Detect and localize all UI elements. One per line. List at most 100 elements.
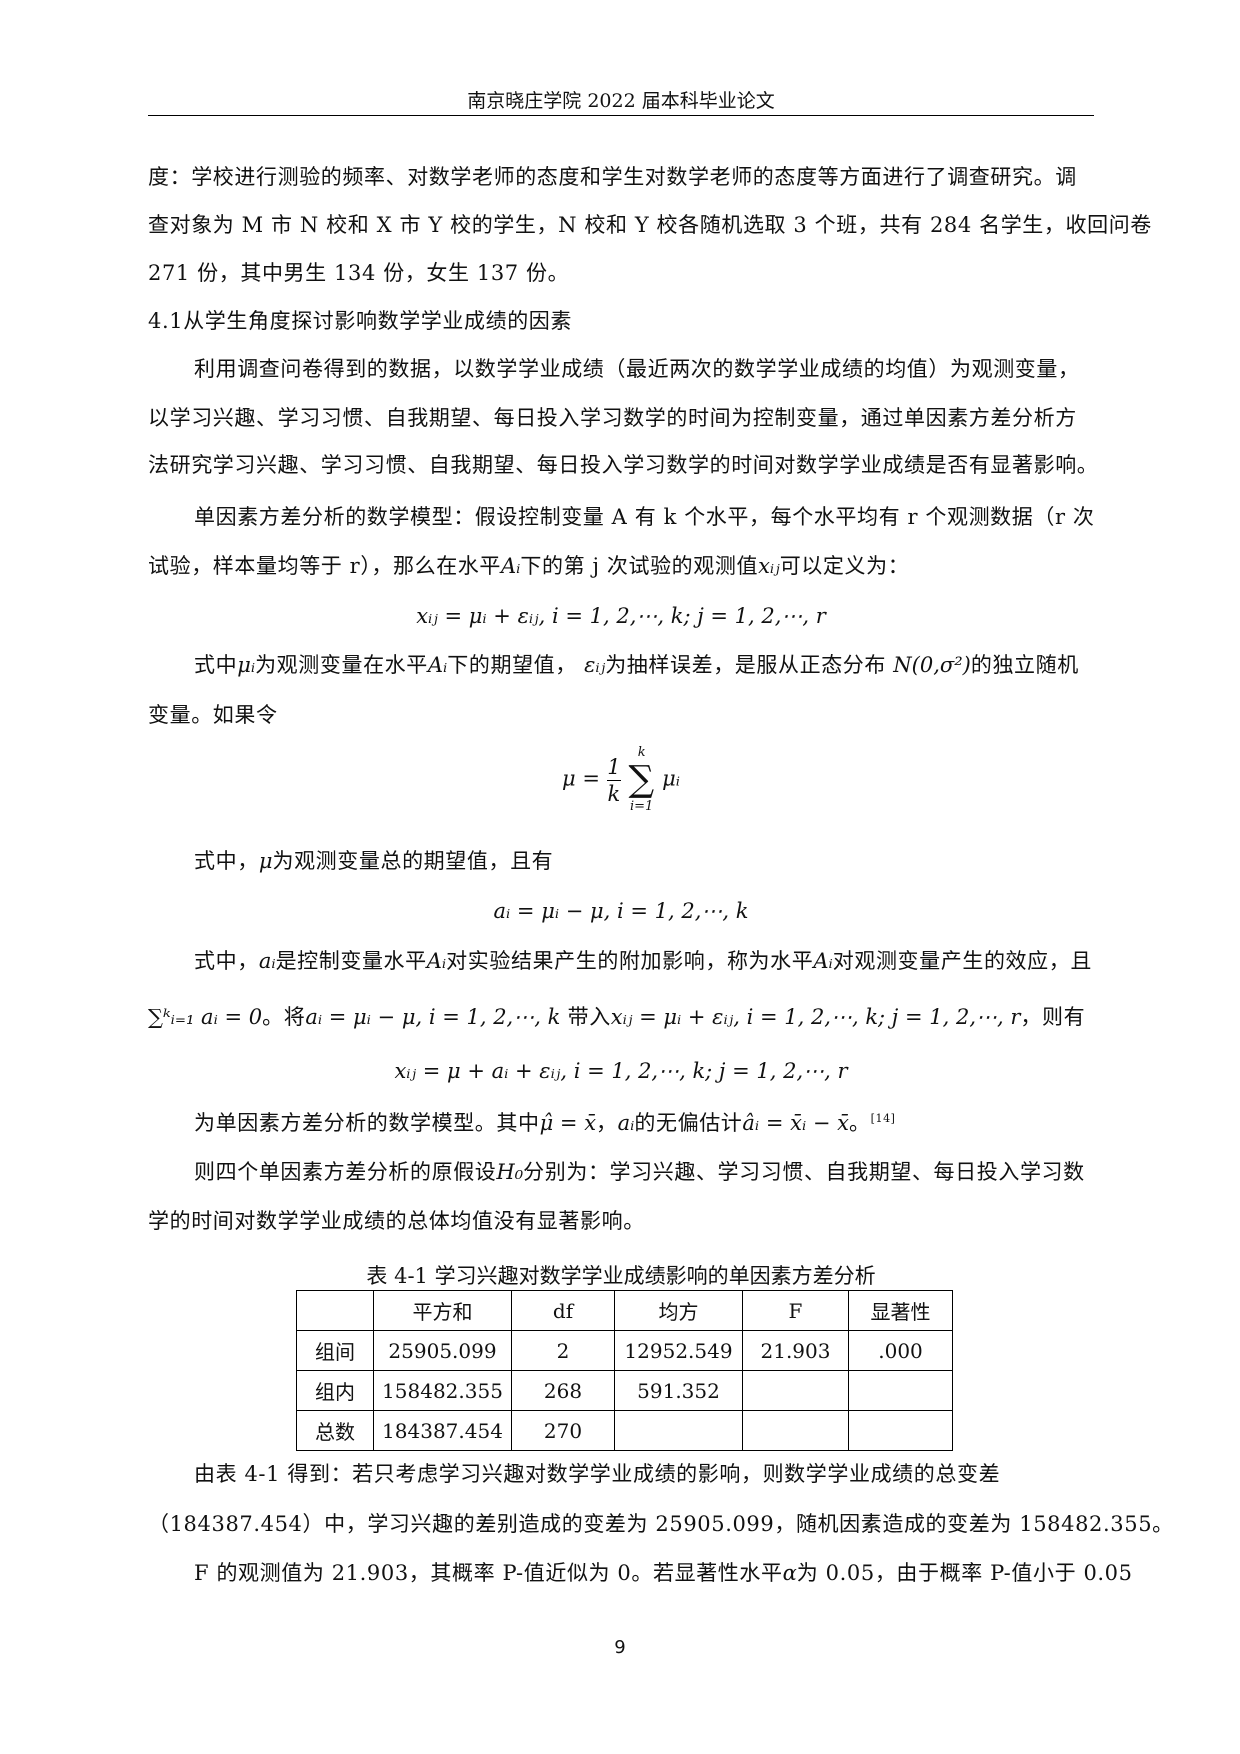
table-cell <box>742 1370 849 1411</box>
table-cell: 组内 <box>296 1370 374 1411</box>
paragraph-line: 式中，aᵢ是控制变量水平Aᵢ对实验结果产生的附加影响，称为水平Aᵢ对观测变量产生… <box>148 947 1094 975</box>
text-segment: 变量。如果令 <box>148 703 278 727</box>
running-header: 南京晓庄学院 2022 届本科毕业论文 <box>467 90 775 112</box>
paragraph-line: 271 份，其中男生 134 份，女生 137 份。 <box>148 259 1094 287</box>
math-expression: xᵢⱼ = μ + aᵢ + εᵢⱼ, i = 1, 2,⋯, k; j = 1… <box>394 1059 848 1083</box>
table-cell <box>848 1410 953 1451</box>
paragraph-line: 法研究学习兴趣、学习习惯、自我期望、每日投入学习数学的时间对数学学业成绩是否有显… <box>148 451 1098 479</box>
text-segment: 式中 <box>194 653 238 677</box>
text-segment: 试验，样本量均等于 r），那么在水平 <box>148 554 502 578</box>
text-segment: 学的时间对数学学业成绩的总体均值没有显著影响。 <box>148 1209 645 1233</box>
text-segment: 为单因素方差分析的数学模型。其中 <box>194 1111 540 1135</box>
table-cell: 591.352 <box>614 1370 743 1411</box>
fraction: 1 k <box>607 754 622 807</box>
formula-lhs: μ = <box>562 766 600 791</box>
table-cell: 268 <box>511 1370 615 1411</box>
table-row: 组间 25905.099 2 12952.549 21.903.000 <box>296 1330 953 1371</box>
sum-upper: k <box>637 745 646 760</box>
math-expression: N(0,σ²) <box>893 653 971 677</box>
table-cell: df <box>511 1290 615 1331</box>
paragraph-line: 单因素方差分析的数学模型：假设控制变量 A 有 k 个水平，每个水平均有 r 个… <box>148 503 1094 531</box>
table-cell <box>742 1410 849 1451</box>
text-segment: 对观测变量产生的效应，且 <box>832 949 1092 973</box>
text-segment: 法研究学习兴趣、学习习惯、自我期望、每日投入学习数学的时间对数学学业成绩是否有显… <box>148 453 1099 477</box>
text-segment: 下的期望值， <box>447 653 585 677</box>
text-segment: 以学习兴趣、学习习惯、自我期望、每日投入学习数学的时间为控制变量，通过单因素方差… <box>148 406 1077 430</box>
sum-lower: i=1 <box>629 799 654 814</box>
text-segment: 可以定义为： <box>779 554 910 578</box>
text-segment: 分别为：学习兴趣、学习习惯、自我期望、每日投入学习数 <box>523 1160 1085 1184</box>
math-expression: aᵢ <box>258 949 276 973</box>
paragraph-line: 试验，样本量均等于 r），那么在水平Aᵢ下的第 j 次试验的观测值xᵢⱼ可以定义… <box>148 552 1094 580</box>
math-expression: aᵢ = μᵢ − μ, i = 1, 2,⋯, k <box>493 899 749 923</box>
table-cell: F <box>742 1290 849 1331</box>
paragraph-line: 变量。如果令 <box>148 701 1094 729</box>
text-segment: 对实验结果产生的附加影响，称为水平 <box>446 949 814 973</box>
table-cell: 12952.549 <box>614 1330 743 1371</box>
table-cell <box>614 1410 743 1451</box>
paragraph-line: ∑ᵏᵢ₌₁ aᵢ = 0。将aᵢ = μᵢ − μ, i = 1, 2,⋯, k… <box>148 1003 1094 1031</box>
paragraph-line: 利用调查问卷得到的数据，以数学学业成绩（最近两次的数学学业成绩的均值）为观测变量… <box>148 355 1094 383</box>
math-expression: xᵢⱼ <box>758 554 780 578</box>
table-cell: 158482.355 <box>373 1370 512 1411</box>
text-segment: 利用调查问卷得到的数据，以数学学业成绩（最近两次的数学学业成绩的均值）为观测变量… <box>194 357 1080 381</box>
paragraph-line: 查对象为 M 市 N 校和 X 市 Y 校的学生，N 校和 Y 校各随机选取 3… <box>148 211 1151 239</box>
text-segment: F 的观测值为 21.903，其概率 P-值近似为 0。若显著性水平 <box>194 1561 783 1585</box>
text-segment: 为观测变量总的期望值，且有 <box>272 849 554 873</box>
text-segment: 是控制变量水平 <box>275 949 427 973</box>
text-segment: ，则有 <box>1020 1005 1086 1029</box>
paragraph-line: （184387.454）中，学习兴趣的差别造成的变差为 25905.099，随机… <box>148 1510 1173 1538</box>
math-expression: α <box>782 1561 797 1585</box>
text-segment: 式中， <box>194 849 259 873</box>
text-segment: 则四个单因素方差分析的原假设 <box>194 1160 497 1184</box>
text-segment: 查对象为 M 市 N 校和 X 市 Y 校的学生，N 校和 Y 校各随机选取 3… <box>148 213 1152 237</box>
text-segment: 的独立随机 <box>970 653 1079 677</box>
text-segment: 带入 <box>560 1005 611 1029</box>
paragraph-line: 式中，μ为观测变量总的期望值，且有 <box>148 847 1094 875</box>
table-cell <box>848 1370 953 1411</box>
math-expression: Aᵢ <box>813 949 833 973</box>
fraction-numerator: 1 <box>607 754 622 781</box>
text-segment: 的无偏估计 <box>634 1111 743 1135</box>
table-cell: 显著性 <box>848 1290 953 1331</box>
formula-line: aᵢ = μᵢ − μ, i = 1, 2,⋯, k <box>148 897 1094 925</box>
math-expression: μᵢ <box>237 653 256 677</box>
text-segment: 下的第 j 次试验的观测值 <box>520 554 759 578</box>
math-expression: aᵢ = μᵢ − μ, i = 1, 2,⋯, k <box>305 1005 561 1029</box>
table-cell: 均方 <box>614 1290 743 1331</box>
table-cell: 平方和 <box>373 1290 512 1331</box>
text-segment: 。 <box>848 1111 871 1135</box>
math-expression: μ <box>258 849 273 873</box>
math-expression: âᵢ = x̄ᵢ − x̄ <box>742 1111 849 1135</box>
text-segment: 度：学校进行测验的频率、对数学老师的态度和学生对数学老师的态度等方面进行了调查研… <box>148 165 1077 189</box>
mean-formula: μ = 1 k k ∑ i=1 μᵢ <box>148 745 1094 815</box>
sum-symbol: ∑ <box>628 759 655 800</box>
paragraph-line: F 的观测值为 21.903，其概率 P-值近似为 0。若显著性水平α为 0.0… <box>148 1559 1132 1587</box>
math-expression: Aᵢ <box>426 949 447 973</box>
table-cell: 组间 <box>296 1330 374 1371</box>
paragraph-line: 4.1从学生角度探讨影响数学学业成绩的因素 <box>148 307 1094 335</box>
paragraph-line: 则四个单因素方差分析的原假设H₀分别为：学习兴趣、学习习惯、自我期望、每日投入学… <box>148 1158 1094 1186</box>
paragraph-line: 式中μᵢ为观测变量在水平Aᵢ下的期望值， εᵢⱼ为抽样误差，是服从正态分布 N(… <box>148 651 1094 679</box>
math-expression: μ̂ = x̄ <box>539 1111 597 1135</box>
table-cell: 总数 <box>296 1410 374 1451</box>
paragraph-line: 学的时间对数学学业成绩的总体均值没有显著影响。 <box>148 1207 1094 1235</box>
table-header-row: 平方和 df 均方 F 显著性 <box>296 1290 953 1331</box>
table-cell <box>296 1290 374 1331</box>
table-row: 总数 184387.454 270 <box>296 1410 953 1451</box>
math-expression: xᵢⱼ = μᵢ + εᵢⱼ, i = 1, 2,⋯, k; j = 1, 2,… <box>416 604 826 628</box>
math-expression: H₀ <box>496 1160 524 1184</box>
text-segment: （184387.454）中，学习兴趣的差别造成的变差为 25905.099，随机… <box>148 1512 1174 1536</box>
formula-line: xᵢⱼ = μᵢ + εᵢⱼ, i = 1, 2,⋯, k; j = 1, 2,… <box>148 602 1094 630</box>
table-cell: .000 <box>848 1330 953 1371</box>
table-cell: 184387.454 <box>373 1410 512 1451</box>
table-cell: 25905.099 <box>373 1330 512 1371</box>
header-divider <box>148 115 1094 116</box>
paragraph-line: 以学习兴趣、学习习惯、自我期望、每日投入学习数学的时间为控制变量，通过单因素方差… <box>148 404 1094 432</box>
paragraph-line: 由表 4-1 得到：若只考虑学习兴趣对数学学业成绩的影响，则数学学业成绩的总变差 <box>148 1460 1094 1488</box>
table-cell: 2 <box>511 1330 615 1371</box>
math-expression: xᵢⱼ = μᵢ + εᵢⱼ, i = 1, 2,⋯, k; j = 1, 2,… <box>610 1005 1021 1029</box>
summation: k ∑ i=1 <box>628 745 654 815</box>
text-segment: 为抽样误差，是服从正态分布 <box>605 653 894 677</box>
fraction-denominator: k <box>607 781 621 806</box>
